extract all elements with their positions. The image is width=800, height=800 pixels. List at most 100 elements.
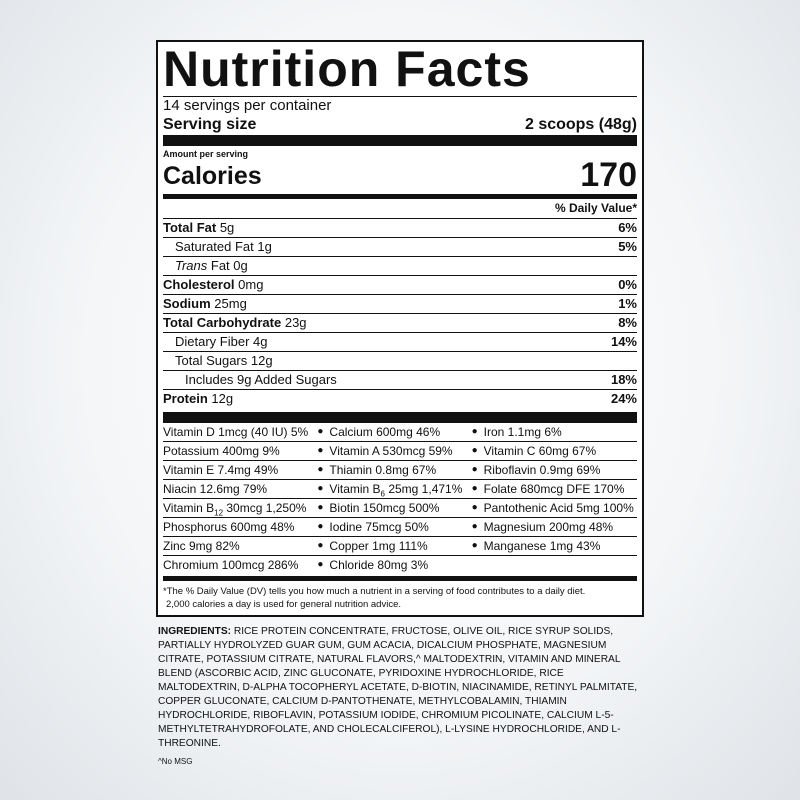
vitamin-amount: 30mcg 1,250% xyxy=(223,501,307,515)
vitamin-text: Chromium 100mcg 286% xyxy=(163,558,299,572)
amount-per-serving: Amount per serving xyxy=(163,149,249,159)
bullet-icon: ● xyxy=(465,480,484,499)
vitamin-text: Vitamin B xyxy=(329,482,381,496)
nutrient-amount: Fat 0g xyxy=(210,258,248,273)
vitamin-item: Vitamin A 530mcg 59% xyxy=(329,442,466,461)
vitamin-item: Pantothenic Acid 5mg 100% xyxy=(483,499,637,518)
vitamin-text: Manganese 1mg 43% xyxy=(483,539,601,553)
calories-value: 170 xyxy=(580,156,637,194)
footnote-line: 2,000 calories a day is used for general… xyxy=(166,599,401,610)
nutrient-daily-value: 24% xyxy=(610,391,637,406)
servings-per-container: 14 servings per container xyxy=(163,96,637,115)
nutrient-label: Saturated Fat xyxy=(175,239,254,254)
vitamin-item: Calcium 600mg 46% xyxy=(329,423,466,442)
serving-size-value: 2 scoops (48g) xyxy=(524,116,637,133)
nutrient-name: Cholesterol 0mg xyxy=(163,276,263,294)
nutrient-name: Total Sugars 12g xyxy=(163,352,273,370)
vitamin-item: Iron 1.1mg 6% xyxy=(483,423,637,442)
vitamin-mineral-grid: Vitamin D 1mcg (40 IU) 5% ● Calcium 600mg … xyxy=(163,423,637,574)
footnote-line: *The % Daily Value (DV) tells you how mu… xyxy=(163,586,586,597)
nutrient-label: Includes 9g Added Sugars xyxy=(185,372,337,387)
nutrient-label: Total Sugars xyxy=(175,353,248,368)
vitamin-text: Vitamin B xyxy=(163,501,215,515)
bullet-icon: ● xyxy=(465,518,484,537)
vitamin-item: Vitamin B6 25mg 1,471% xyxy=(329,480,466,499)
vitamin-item: Vitamin D 1mcg (40 IU) 5% xyxy=(163,423,312,442)
vitamin-text: Riboflavin 0.9mg 69% xyxy=(483,463,601,477)
nutrient-row: Includes 9g Added Sugars 18% xyxy=(163,370,637,389)
vitamin-subscript: 6 xyxy=(380,489,385,499)
bullet-icon: ● xyxy=(465,423,484,442)
divider-thick xyxy=(163,412,637,423)
bullet-icon: ● xyxy=(465,537,484,556)
nutrient-amount: 5g xyxy=(219,220,235,235)
nutrient-daily-value: 6% xyxy=(618,220,637,235)
bullet-icon: ● xyxy=(311,518,330,537)
vitamin-item: Iodine 75mcg 50% xyxy=(329,518,466,537)
bullet-icon: ● xyxy=(311,480,330,499)
nutrient-row: Sodium 25mg 1% xyxy=(163,294,637,313)
vitamin-item: Biotin 150mcg 500% xyxy=(329,499,466,518)
bullet-icon: ● xyxy=(311,499,330,518)
vitamin-text: Potassium 400mg 9% xyxy=(163,444,280,458)
vitamin-text: Vitamin E 7.4mg 49% xyxy=(163,463,279,477)
serving-size: Serving size 2 scoops (48g) xyxy=(163,115,637,135)
vitamin-text: Vitamin D 1mcg (40 IU) 5% xyxy=(163,425,309,439)
vitamin-text: Biotin 150mcg 500% xyxy=(329,501,440,515)
bullet-icon xyxy=(466,556,484,574)
nutrient-amount: 4g xyxy=(253,334,268,349)
vitamin-item: Thiamin 0.8mg 67% xyxy=(329,461,466,480)
nutrient-daily-value: 5% xyxy=(618,239,637,254)
vitamin-item: Chromium 100mcg 286% xyxy=(163,556,311,574)
vitamin-item: Manganese 1mg 43% xyxy=(483,537,637,556)
nutrient-amount: 12g xyxy=(250,353,273,368)
nutrient-row: Protein 12g 24% xyxy=(163,389,637,408)
nutrient-amount: 12g xyxy=(211,391,234,406)
divider-thick xyxy=(163,135,637,146)
vitamin-item: Niacin 12.6mg 79% xyxy=(163,480,312,499)
vitamin-text: Zinc 9mg 82% xyxy=(163,539,240,553)
nutrient-label: Protein xyxy=(163,391,208,406)
nutrition-facts-label: Nutrition Facts 14 servings per containe… xyxy=(156,40,644,617)
nutrient-daily-value: 14% xyxy=(610,334,637,349)
vitamin-item: Potassium 400mg 9% xyxy=(163,442,312,461)
bullet-icon: ● xyxy=(465,461,484,480)
nutrient-name: Saturated Fat 1g xyxy=(163,238,272,256)
nutrient-name: Sodium 25mg xyxy=(163,295,247,313)
nutrient-name: Includes 9g Added Sugars xyxy=(163,371,337,389)
vitamin-text: Thiamin 0.8mg 67% xyxy=(329,463,437,477)
bullet-icon: ● xyxy=(311,461,330,480)
vitamin-text: Vitamin A 530mcg 59% xyxy=(329,444,453,458)
calories-row: Calories 170 xyxy=(163,156,637,194)
vitamin-item: Vitamin E 7.4mg 49% xyxy=(163,461,312,480)
nutrient-name: Protein 12g xyxy=(163,390,233,408)
nutrient-amount: 1g xyxy=(257,239,272,254)
nutrient-label: Total Fat xyxy=(163,220,217,235)
nutrient-row: Total Fat 5g 6% xyxy=(163,218,637,237)
nutrient-name: Trans Fat 0g xyxy=(163,257,248,275)
vitamin-text: Chloride 80mg 3% xyxy=(329,558,429,572)
daily-value-header: % Daily Value* xyxy=(554,201,637,215)
bullet-icon: ● xyxy=(465,499,484,518)
vitamin-text: Iron 1.1mg 6% xyxy=(483,425,562,439)
vitamin-text: Calcium 600mg 46% xyxy=(329,425,441,439)
nutrient-label: Cholesterol xyxy=(163,277,235,292)
vitamin-text: Folate 680mcg DFE 170% xyxy=(483,482,625,496)
bullet-icon: ● xyxy=(317,559,324,570)
footnote: *The % Daily Value (DV) tells you how mu… xyxy=(163,585,637,611)
vitamin-item: Zinc 9mg 82% xyxy=(163,537,312,556)
vitamin-item: Copper 1mg 111% xyxy=(329,537,466,556)
vitamin-text: Pantothenic Acid 5mg 100% xyxy=(483,501,634,515)
divider-medium xyxy=(163,194,637,199)
nutrient-label: Sodium xyxy=(163,296,211,311)
vitamin-amount: 25mg 1,471% xyxy=(385,482,463,496)
vitamin-text: Iodine 75mcg 50% xyxy=(329,520,429,534)
ingredients: INGREDIENTS: RICE PROTEIN CONCENTRATE, F… xyxy=(156,625,644,751)
ingredients-text: RICE PROTEIN CONCENTRATE, FRUCTOSE, OLIV… xyxy=(158,626,638,749)
bullet-icon: ● xyxy=(311,537,330,556)
label-title: Nutrition Facts xyxy=(163,41,531,97)
nutrient-name: Total Carbohydrate 23g xyxy=(163,314,307,332)
nutrient-name: Total Fat 5g xyxy=(163,219,234,237)
vitamin-item: Phosphorus 600mg 48% xyxy=(163,518,312,537)
nutrient-row: Total Sugars 12g xyxy=(163,351,637,370)
